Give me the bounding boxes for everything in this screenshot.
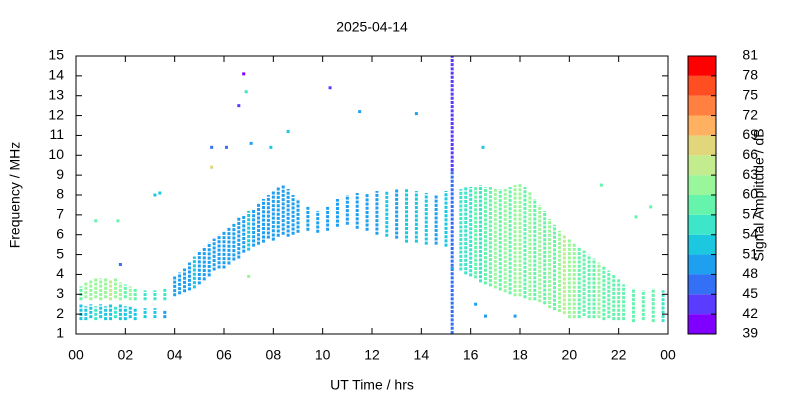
signal-point [269, 145, 273, 149]
colorbar-tick-label: 66 [742, 146, 758, 162]
signal-point [153, 193, 157, 197]
colorbar-tick-label: 63 [742, 166, 758, 182]
x-tick-label: 04 [167, 347, 183, 363]
colorbar-swatch [688, 155, 716, 176]
signal-point [649, 205, 653, 209]
y-tick-label: 15 [48, 47, 64, 63]
colorbar-swatch [688, 75, 716, 96]
y-tick-label: 6 [56, 225, 64, 241]
y-tick-label: 8 [56, 186, 64, 202]
y-tick-label: 14 [48, 67, 64, 83]
x-tick-label: 16 [463, 347, 479, 363]
colorbar-tick-label: 54 [742, 225, 758, 241]
y-tick-label: 2 [56, 305, 64, 321]
colorbar-swatch [688, 95, 716, 116]
y-tick-label: 9 [56, 166, 64, 182]
x-tick-label: 22 [611, 347, 627, 363]
colorbar-tick-label: 81 [742, 47, 758, 63]
colorbar-swatch [688, 234, 716, 255]
colorbar-tick-label: 45 [742, 285, 758, 301]
signal-point [244, 90, 248, 94]
signal-point [634, 215, 638, 219]
colorbar-label: Signal Amplitude / dB [751, 128, 767, 261]
y-tick-label: 7 [56, 206, 64, 222]
y-tick-label: 1 [56, 325, 64, 341]
colorbar-swatch [688, 294, 716, 315]
x-tick-label: 14 [414, 347, 430, 363]
signal-point [450, 266, 454, 270]
x-tick-label: 20 [562, 347, 578, 363]
signal-point [242, 72, 246, 76]
x-tick-label: 06 [216, 347, 232, 363]
signal-point [116, 219, 120, 223]
signal-point [474, 302, 478, 306]
colorbar-swatch [688, 135, 716, 156]
x-tick-label: 00 [68, 347, 84, 363]
colorbar-tick-label: 48 [742, 265, 758, 281]
signal-point [210, 165, 214, 169]
signal-point [249, 141, 253, 145]
y-axis-label: Frequency / MHz [7, 142, 23, 249]
y-tick-label: 3 [56, 285, 64, 301]
colorbar-swatch [688, 274, 716, 295]
colorbar-swatch [688, 115, 716, 136]
y-tick-label: 10 [48, 146, 64, 162]
signal-point [481, 145, 485, 149]
x-tick-label: 08 [266, 347, 282, 363]
signal-point [358, 110, 362, 114]
colorbar-tick-label: 42 [742, 305, 758, 321]
colorbar-tick-label: 51 [742, 245, 758, 261]
y-tick-label: 11 [49, 126, 64, 142]
signal-point [513, 314, 517, 318]
signal-point [247, 274, 251, 278]
chart-title: 2025-04-14 [336, 19, 408, 35]
colorbar-tick-label: 72 [742, 106, 758, 122]
y-tick-label: 12 [48, 106, 64, 122]
y-tick-label: 13 [48, 86, 64, 102]
colorbar-tick-label: 57 [742, 206, 758, 222]
signal-point [158, 191, 162, 195]
colorbar-tick-label: 60 [742, 186, 758, 202]
signal-point [599, 183, 603, 187]
x-tick-label: 02 [118, 347, 134, 363]
signal-point [237, 104, 241, 108]
colorbar-tick-label: 75 [742, 86, 758, 102]
colorbar-swatch [688, 56, 716, 76]
signal-point [328, 86, 332, 90]
colorbar-tick-label: 69 [742, 126, 758, 142]
x-tick-label: 12 [364, 347, 380, 363]
x-tick-label: 18 [512, 347, 528, 363]
signal-point [224, 145, 228, 149]
y-tick-label: 4 [56, 265, 64, 281]
x-tick-label: 00 [660, 347, 676, 363]
x-tick-label: 10 [315, 347, 331, 363]
colorbar-swatch [688, 175, 716, 195]
colorbar-swatch [688, 214, 716, 235]
signal-point [483, 314, 487, 318]
colorbar-tick-label: 39 [742, 325, 758, 341]
x-axis-label: UT Time / hrs [330, 377, 414, 393]
y-tick-label: 5 [56, 245, 64, 261]
signal-point [414, 112, 418, 116]
colorbar-tick-label: 78 [742, 67, 758, 83]
colorbar-swatch [688, 314, 716, 334]
colorbar-swatch [688, 195, 716, 215]
colorbar-swatch [688, 254, 716, 275]
signal-point [118, 263, 122, 266]
signal-point [94, 219, 98, 223]
signal-point [286, 129, 290, 133]
signal-point [210, 145, 214, 149]
